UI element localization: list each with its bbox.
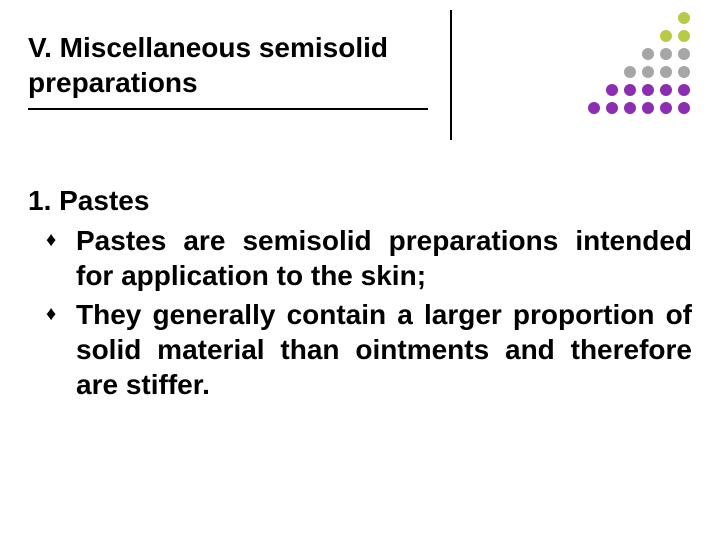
diamond-bullet-icon: ♦ <box>28 223 76 252</box>
diamond-bullet-icon: ♦ <box>28 297 76 326</box>
list-item: ♦ They generally contain a larger propor… <box>28 297 692 402</box>
dot-grid-icon <box>586 10 692 116</box>
bullet-text: Pastes are semisolid preparations intend… <box>76 223 692 293</box>
list-item: ♦ Pastes are semisolid preparations inte… <box>28 223 692 293</box>
slide-title: V. Miscellaneous semisolid preparations <box>28 30 448 100</box>
section-title: 1. Pastes <box>28 185 692 217</box>
bullet-text: They generally contain a larger proporti… <box>76 297 692 402</box>
bullet-list: ♦ Pastes are semisolid preparations inte… <box>28 223 692 402</box>
vertical-divider <box>450 10 452 140</box>
title-underline <box>28 108 428 110</box>
content-area: 1. Pastes ♦ Pastes are semisolid prepara… <box>28 185 692 406</box>
